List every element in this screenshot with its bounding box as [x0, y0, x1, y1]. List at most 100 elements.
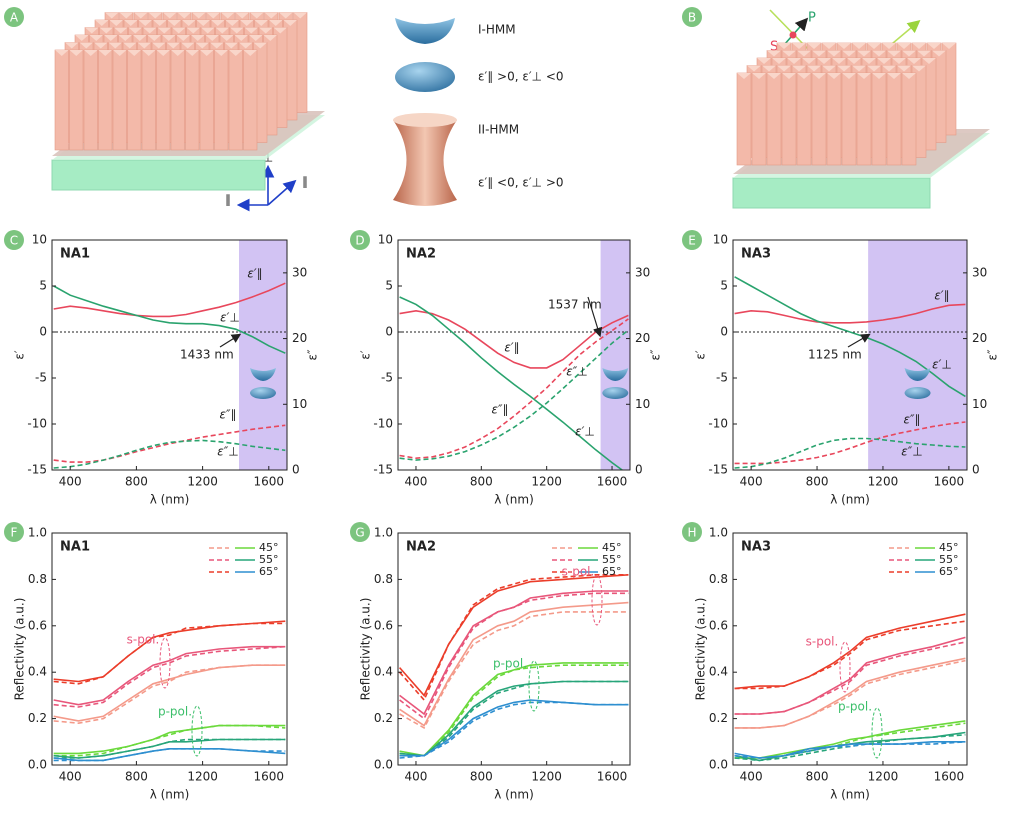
nanorod-tip [867, 43, 881, 49]
nanorod-tip [95, 20, 109, 26]
annotation-arrow [587, 296, 603, 338]
nanorod-tip [181, 42, 195, 49]
line-series [734, 303, 966, 324]
nanorod-tip [877, 58, 891, 64]
y-tick-label: -5 [716, 371, 728, 385]
nanorod-tip [163, 12, 177, 19]
annotation-ellipse [159, 637, 171, 689]
x-tick-label: 1200 [531, 475, 562, 489]
nanorod-tip [182, 20, 196, 26]
x-tick-label: 1200 [187, 475, 218, 489]
line-series [399, 329, 629, 461]
panel-letter: A [10, 11, 19, 25]
x-tick-label: 400 [740, 475, 763, 489]
x-tick-label: 400 [405, 475, 428, 489]
y2-tick-label: 30 [972, 265, 987, 279]
nanorod-tip [138, 20, 152, 26]
reflectivity-line [53, 645, 286, 708]
nanorod-tip [273, 27, 287, 34]
nanorod-tip [807, 43, 821, 49]
y-tick-label: -10 [373, 417, 393, 431]
curve-label: ε′⊥ [220, 311, 240, 325]
nanorod-tip [196, 20, 210, 26]
nanorod-tip [143, 27, 157, 34]
nanorod-tip [84, 50, 98, 56]
plot-area [733, 240, 967, 470]
legend-label: 45° [939, 541, 959, 554]
legend-label: 65° [602, 565, 622, 578]
y-tick-label: 0.0 [709, 758, 728, 772]
plot-frame [51, 239, 288, 471]
y-tick-label: -5 [35, 371, 47, 385]
y-tick-label: -15 [27, 463, 47, 477]
nanorod [54, 49, 69, 151]
annotation-ellipse [871, 707, 883, 759]
nanorod-tip [922, 58, 936, 64]
plot-frame [397, 532, 631, 766]
nanorod-tip [807, 65, 821, 72]
nanorod-tip [253, 42, 267, 49]
panel-badge [350, 522, 370, 542]
line-series [53, 439, 286, 469]
legend-label: 65° [259, 565, 279, 578]
reflectivity-line [53, 664, 286, 722]
nanorod-tip [747, 65, 761, 72]
y-tick-label: -5 [381, 371, 393, 385]
annotation-label: 1125 nm [808, 348, 862, 362]
nanorod-tip [109, 20, 123, 26]
nanorod-tip [787, 58, 801, 64]
reflectivity-line [734, 657, 966, 729]
reflectivity-line [399, 699, 629, 757]
nanorod-tip [269, 20, 283, 26]
y-axis-label: Reflectivity (a.u.) [13, 598, 27, 701]
y2-tick-label: 30 [635, 265, 650, 279]
nanorod [856, 72, 872, 166]
x-tick-label: 400 [405, 770, 428, 784]
y2-axis-label: ε″ [649, 349, 663, 360]
nanorod [781, 72, 797, 166]
x-tick-label: 1600 [597, 475, 628, 489]
legend-label: 65° [939, 565, 959, 578]
y-tick-label: 10 [713, 233, 728, 247]
nanorod-tip [862, 58, 876, 64]
x-tick-label: 1200 [868, 475, 899, 489]
nanorod-tip [225, 20, 239, 26]
y-tick-label: 0.0 [374, 758, 393, 772]
plot-frame [732, 239, 968, 471]
nanorod-tip [215, 27, 229, 34]
nanorod-tip [224, 42, 238, 49]
y-tick-label: 0 [39, 325, 47, 339]
panel-letter: C [10, 234, 18, 248]
y2-axis-label: ε″ [306, 349, 320, 360]
line-series [399, 318, 629, 460]
panel-title: NA3 [741, 540, 771, 555]
nanorod-tip [243, 50, 257, 56]
nanorod-tip [902, 50, 916, 57]
nanorod-tip [752, 73, 766, 79]
nanorod-tip [177, 12, 191, 19]
nanorod-tip [176, 35, 190, 41]
plot-frame [397, 239, 631, 471]
nanorod-tip [767, 73, 781, 79]
i-hmm-icon [250, 368, 277, 381]
annotation-label: s-pol. [806, 635, 839, 649]
y-tick-label: 0.6 [374, 618, 393, 632]
line-series [734, 421, 966, 465]
nanorod-tip [186, 27, 200, 34]
y-axis-label: ε′ [359, 350, 373, 359]
nanorod-tip [872, 73, 886, 79]
panel: 400 800 1200 1600 -15 -10 -5 0 5 10 0 10 20 30 λ (nm) ε… [682, 230, 1000, 507]
ii-hmm-top [393, 113, 457, 127]
nanorod-tip [153, 20, 167, 26]
nanorod-tip [792, 43, 806, 49]
reflectivity-line [734, 722, 966, 759]
nanorod-tip [98, 50, 112, 56]
panel-badge [4, 7, 24, 27]
nanorod-tip [857, 50, 871, 57]
nanorod-tip [782, 73, 796, 79]
nanorod-tip [837, 43, 851, 49]
x-tick-label: 1200 [868, 770, 899, 784]
nanorod-tip [942, 43, 956, 49]
nanorod-tip [104, 35, 118, 41]
nanorod-tip [235, 12, 249, 19]
